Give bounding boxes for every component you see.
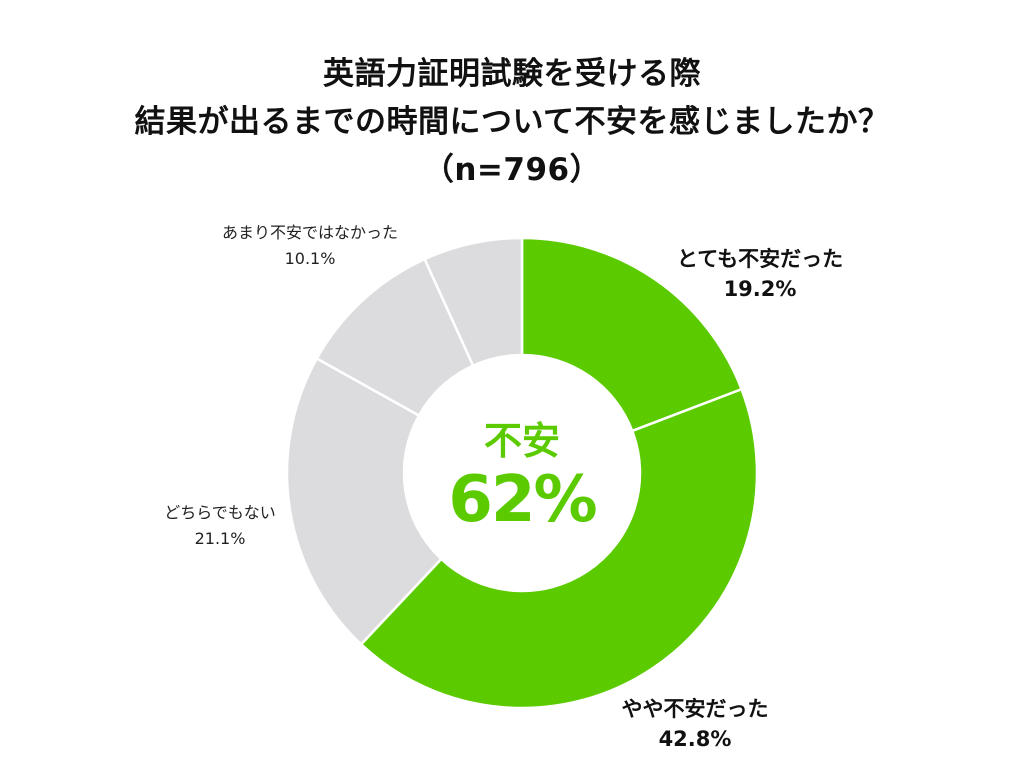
- chart-sample-size: （n=796）: [422, 152, 602, 188]
- slice-very-anxious: [520, 236, 744, 433]
- slice-not-anxious: [422, 236, 524, 368]
- slice-label-neutral: どちらでもない 21.1%: [130, 500, 310, 552]
- slice-value: 19.2%: [723, 277, 797, 301]
- slice-name: とても不安だった: [676, 247, 844, 271]
- slice-neutral: [285, 356, 443, 647]
- slice-name: やや不安だった: [621, 697, 769, 721]
- center-label: 不安: [483, 419, 560, 463]
- slice-name: あまり不安ではなかった: [221, 223, 398, 242]
- chart-title-line-2: 結果が出るまでの時間について不安を感じましたか？: [134, 104, 890, 140]
- donut-slices: [285, 236, 759, 710]
- center-value: 62%: [448, 463, 597, 537]
- slice-name: どちらでもない: [164, 503, 276, 522]
- slice-label-somewhat-anxious: やや不安だった 42.8%: [600, 694, 790, 754]
- chart-title-line-1: 英語力証明試験を受ける際: [323, 56, 701, 92]
- slice-somewhat-anxious: [359, 387, 759, 710]
- slice-label-not-very-anxious: あまり不安ではなかった 10.1%: [180, 220, 440, 272]
- slice-value: 21.1%: [194, 529, 246, 548]
- slice-label-very-anxious: とても不安だった 19.2%: [650, 244, 870, 304]
- slice-value: 10.1%: [284, 249, 336, 268]
- slice-value: 42.8%: [658, 727, 732, 751]
